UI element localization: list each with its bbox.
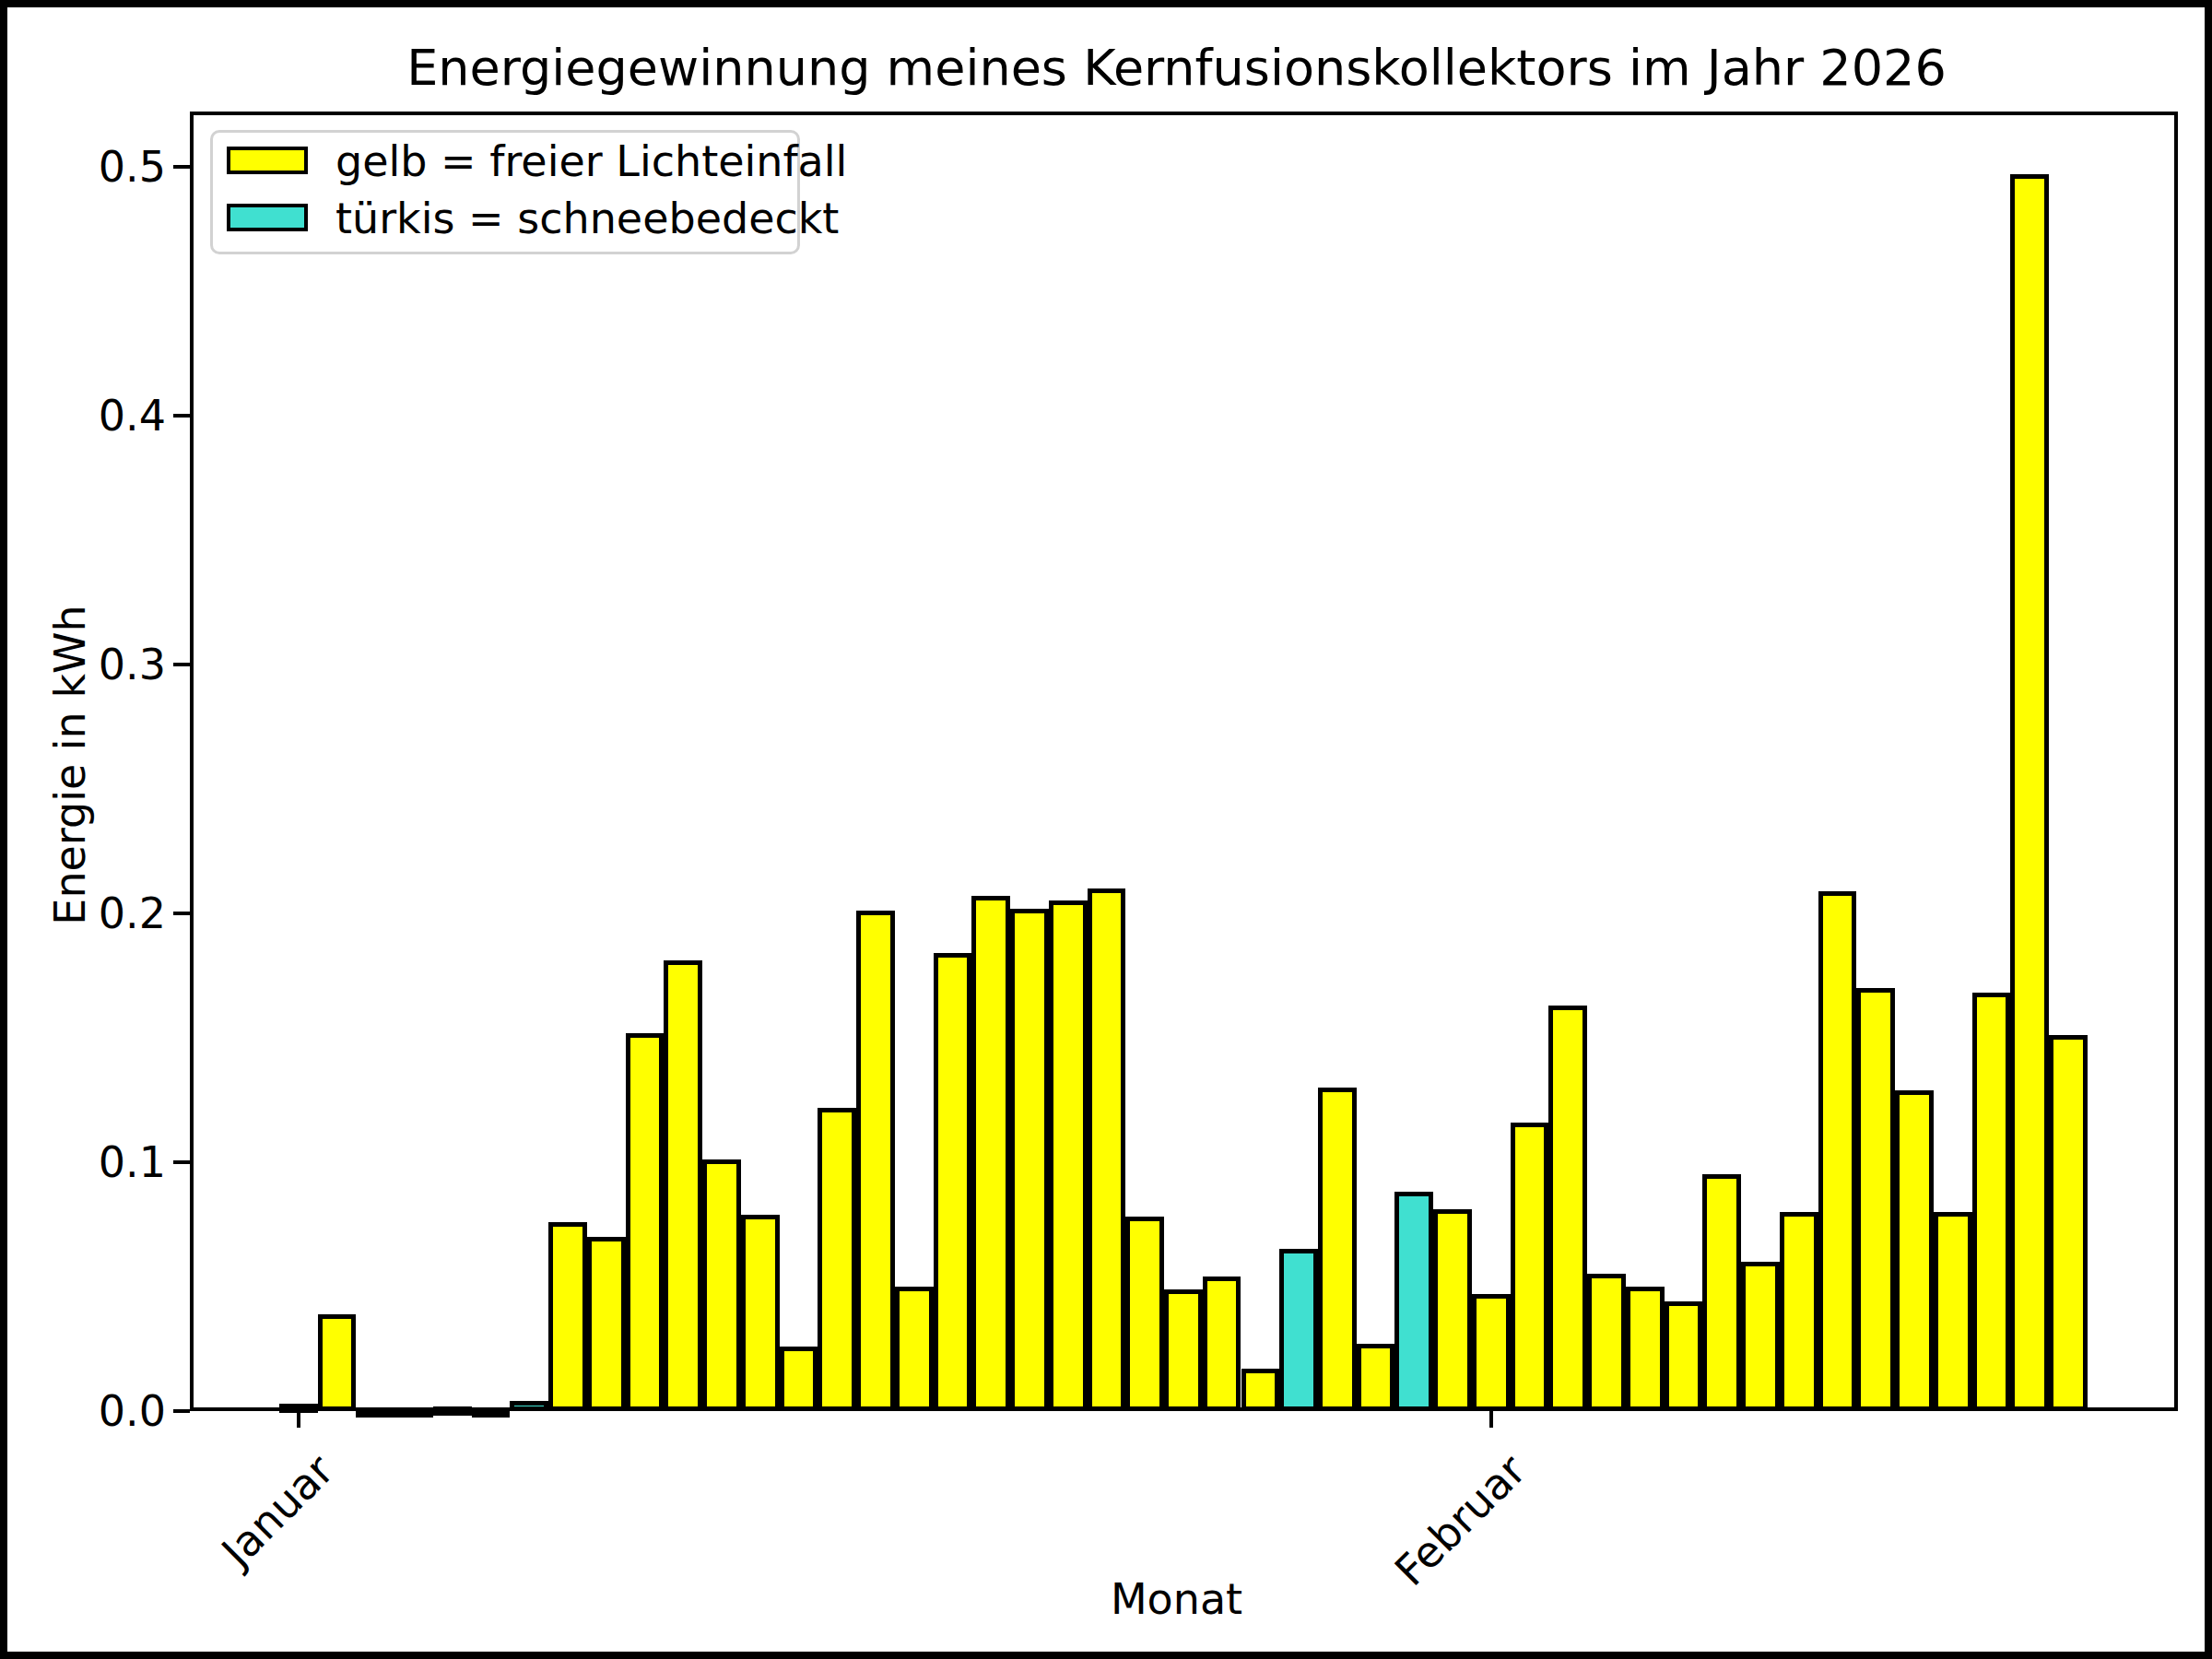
bar-day-12: [702, 1159, 741, 1411]
bar-day-15: [818, 1108, 856, 1411]
bar-day-14: [780, 1347, 818, 1411]
y-tick-mark-0.0: [173, 1409, 190, 1413]
bar-day-35: [1587, 1274, 1626, 1411]
bar-day-21: [1049, 900, 1088, 1411]
legend-box: gelb = freier Lichteinfalltürkis = schne…: [210, 130, 800, 254]
matplotlib-figure: Energiegewinnung meines Kernfusionskolle…: [0, 0, 2212, 1659]
x-axis-label: Monat: [190, 1574, 2163, 1624]
legend-label-tuerkis: türkis = schneebedeckt: [335, 194, 839, 242]
y-tick-label-0.1: 0.1: [55, 1141, 166, 1183]
x-tick-mark-Januar: [297, 1411, 300, 1428]
bar-day-45: [1972, 993, 2011, 1411]
bar-day-4: [394, 1408, 433, 1418]
bar-day-38: [1702, 1174, 1741, 1411]
bar-day-39: [1741, 1262, 1780, 1411]
bar-day-42: [1856, 988, 1895, 1411]
bar-day-40: [1780, 1212, 1818, 1411]
y-tick-mark-0.1: [173, 1160, 190, 1164]
y-tick-mark-0.2: [173, 912, 190, 915]
bar-day-13: [741, 1215, 780, 1411]
bar-day-16: [856, 911, 895, 1411]
legend-label-gelb: gelb = freier Lichteinfall: [335, 137, 847, 185]
bar-day-18: [934, 953, 972, 1411]
bar-day-36: [1626, 1287, 1665, 1411]
chart-title: Energiegewinnung meines Kernfusionskolle…: [190, 39, 2163, 97]
bar-day-6: [472, 1408, 511, 1418]
legend-entry-2: türkis = schneebedeckt: [213, 190, 797, 247]
legend-swatch-gelb: [227, 147, 308, 174]
x-tick-mark-Februar: [1489, 1411, 1493, 1428]
bar-day-29: [1357, 1344, 1395, 1411]
bar-day-30: [1394, 1192, 1433, 1411]
bar-day-11: [664, 960, 702, 1411]
bar-day-10: [626, 1033, 665, 1411]
bar-day-3: [356, 1408, 394, 1418]
y-tick-mark-0.4: [173, 414, 190, 418]
legend-entry-1: gelb = freier Lichteinfall: [213, 133, 797, 190]
bar-day-46: [2010, 174, 2049, 1411]
bar-day-37: [1665, 1301, 1703, 1411]
bar-day-7: [510, 1401, 548, 1411]
bar-day-17: [895, 1287, 934, 1411]
bar-day-27: [1279, 1249, 1318, 1411]
bar-day-20: [1010, 909, 1049, 1411]
y-tick-label-0.5: 0.5: [55, 146, 166, 188]
bar-day-2: [318, 1314, 357, 1411]
bar-day-32: [1472, 1294, 1511, 1411]
bar-day-22: [1088, 888, 1126, 1411]
legend-swatch-tuerkis: [227, 204, 308, 231]
bar-day-34: [1548, 1006, 1587, 1411]
bar-day-31: [1433, 1209, 1472, 1411]
bar-day-19: [971, 896, 1010, 1411]
x-tick-label-Februar: Februar: [1385, 1445, 1535, 1595]
y-tick-mark-0.5: [173, 165, 190, 169]
bar-day-5: [433, 1406, 472, 1416]
bar-day-24: [1164, 1289, 1203, 1411]
bar-day-26: [1241, 1369, 1280, 1411]
bar-day-8: [548, 1222, 587, 1411]
y-tick-label-0.0: 0.0: [55, 1390, 166, 1432]
y-axis-label: Energie in kWh: [45, 396, 95, 1134]
bar-day-44: [1934, 1212, 1972, 1411]
bar-day-47: [2049, 1035, 2088, 1411]
bar-day-41: [1818, 891, 1857, 1411]
bar-day-33: [1511, 1123, 1549, 1411]
bar-day-25: [1203, 1277, 1241, 1411]
bar-day-28: [1318, 1088, 1357, 1411]
bar-day-9: [587, 1237, 626, 1411]
x-tick-label-Januar: Januar: [212, 1445, 343, 1576]
bar-day-23: [1125, 1217, 1164, 1411]
y-tick-mark-0.3: [173, 663, 190, 666]
bar-day-43: [1895, 1090, 1934, 1411]
